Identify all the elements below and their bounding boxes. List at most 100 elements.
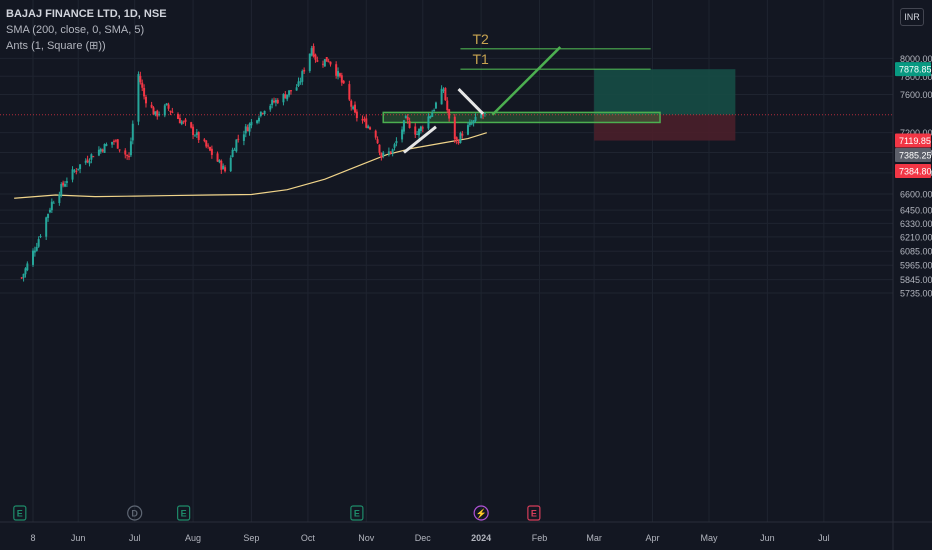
candle-body xyxy=(461,133,464,136)
candle-body xyxy=(483,112,486,114)
candle-body xyxy=(32,250,34,265)
candle-body xyxy=(395,141,398,144)
badge-shape xyxy=(350,505,364,521)
candle-body xyxy=(380,152,383,159)
candle-body xyxy=(352,106,355,109)
sma-indicator-label[interactable]: SMA (200, close, 0, SMA, 5) xyxy=(6,24,145,36)
badge-shape xyxy=(13,505,27,521)
candle-body xyxy=(365,118,368,128)
price-tick-label: 6330.00 xyxy=(900,219,932,229)
candle-body xyxy=(325,57,328,62)
time-tick-label: Sep xyxy=(243,533,259,543)
candle-body xyxy=(118,149,121,151)
ants-indicator-label[interactable]: Ants (1, Square (⊞)) xyxy=(6,40,106,52)
pattern-line xyxy=(457,87,485,115)
price-tags: 7878.85 7385.25 7384.80 7119.85 xyxy=(895,62,932,178)
candle-body xyxy=(75,170,78,172)
candle-body xyxy=(459,132,462,143)
candle-body xyxy=(176,113,179,119)
support-zone-box xyxy=(382,111,661,124)
candle-body xyxy=(220,160,223,170)
candle-body xyxy=(310,48,313,56)
candle-body xyxy=(128,156,131,158)
currency-button[interactable]: INR xyxy=(900,8,924,26)
price-tick-label: 6450.00 xyxy=(900,206,932,216)
candle-body xyxy=(39,235,42,238)
price-tag-stop xyxy=(895,133,931,148)
time-axis[interactable]: 8 Jun Jul Aug Sep Oct Nov Dec 2024 Feb Mar Apr May Ju… xyxy=(0,521,932,543)
candle-body xyxy=(284,94,287,99)
earnings-event-icon[interactable]: E xyxy=(177,505,191,521)
candle-body xyxy=(353,104,356,113)
candle-body xyxy=(337,71,340,77)
symbol-title[interactable]: BAJAJ FINANCE LTD, 1D, NSE xyxy=(6,8,167,20)
candle-body xyxy=(276,99,279,104)
candle-body xyxy=(112,140,115,142)
candle-body xyxy=(231,149,234,158)
candle-body xyxy=(124,150,127,155)
candle-body xyxy=(342,80,345,84)
candle-body xyxy=(84,160,87,163)
price-tag-entry xyxy=(895,164,931,178)
candle-body xyxy=(182,121,185,123)
position-loss-zone xyxy=(594,114,736,141)
candle-body xyxy=(195,132,198,136)
candle-body xyxy=(244,126,247,134)
target-label-t1: T1 xyxy=(472,51,489,67)
candle-body xyxy=(256,120,259,123)
time-tick-label: Feb xyxy=(532,533,548,543)
candle-body xyxy=(218,160,221,163)
candle-body xyxy=(126,154,129,157)
candle-body xyxy=(455,137,458,142)
candle-body xyxy=(472,120,475,124)
badge-shape xyxy=(127,505,143,521)
price-tag-target xyxy=(895,62,931,77)
candle-body xyxy=(474,116,477,121)
candle-body xyxy=(391,149,394,153)
candle-body xyxy=(60,184,63,196)
candle-body xyxy=(141,82,144,88)
candle-body xyxy=(468,122,471,126)
drawings-zones[interactable] xyxy=(0,69,893,141)
candle-body xyxy=(303,69,306,72)
candle-body xyxy=(144,96,147,104)
badge-label: E xyxy=(354,509,360,519)
earnings-event-icon[interactable]: E xyxy=(350,505,364,521)
earnings-event-icon[interactable]: E xyxy=(13,505,27,521)
candle-body xyxy=(116,139,119,149)
candle-body xyxy=(180,121,183,125)
candle-body xyxy=(431,112,434,117)
price-tag-label: 7119.85 xyxy=(899,136,931,146)
earnings-event-icon[interactable]: E xyxy=(527,505,541,521)
candle-body xyxy=(273,100,276,103)
candle-body xyxy=(190,122,193,128)
candle-body xyxy=(340,75,343,83)
candle-body xyxy=(453,116,456,139)
candle-body xyxy=(418,128,421,136)
price-tick-label: 5965.00 xyxy=(900,261,932,271)
time-tick-label: Aug xyxy=(185,533,201,543)
split-event-icon[interactable]: ⚡ xyxy=(473,505,489,521)
candle-body xyxy=(444,87,447,101)
candle-body xyxy=(269,105,272,110)
candle-body xyxy=(246,127,249,132)
time-tick-label: Apr xyxy=(645,533,659,543)
candle-body xyxy=(457,141,460,144)
candle-body xyxy=(323,59,326,67)
candle-body xyxy=(205,140,208,147)
pattern-line xyxy=(403,125,437,154)
event-badges[interactable]: E D E E ⚡ E xyxy=(13,505,541,521)
candle-body xyxy=(378,144,381,153)
dividend-event-icon[interactable]: D xyxy=(127,505,143,521)
price-tag-label: 7384.80 xyxy=(899,167,932,177)
price-tick-label: 5735.00 xyxy=(900,288,932,298)
candle-body xyxy=(26,263,29,271)
projection-line xyxy=(491,46,562,116)
candle-body xyxy=(348,84,351,100)
price-axis[interactable]: 8000.007800.007600.007200.007000.006800.… xyxy=(892,0,932,550)
badge-shape xyxy=(527,505,541,521)
candle-body xyxy=(22,273,25,278)
time-tick-label: Oct xyxy=(301,533,316,543)
